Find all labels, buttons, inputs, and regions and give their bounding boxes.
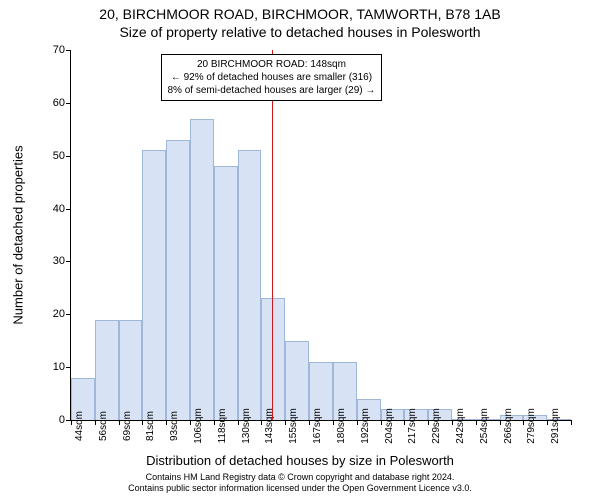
annotation-line: 8% of semi-detached houses are larger (2…: [168, 84, 376, 97]
y-tick-mark: [66, 209, 71, 210]
x-tick-mark: [95, 420, 96, 425]
y-tick-mark: [66, 261, 71, 262]
annotation-box: 20 BIRCHMOOR ROAD: 148sqm← 92% of detach…: [161, 54, 383, 101]
x-tick-label: 266sqm: [503, 408, 514, 444]
y-tick-mark: [66, 367, 71, 368]
footer-line2: Contains public sector information licen…: [128, 483, 472, 493]
x-tick-label: 56sqm: [98, 411, 109, 441]
x-tick-mark: [523, 420, 524, 425]
x-tick-mark: [238, 420, 239, 425]
y-tick-mark: [66, 50, 71, 51]
y-axis-label: Number of detached properties: [11, 145, 26, 324]
x-tick-label: 44sqm: [74, 411, 85, 441]
y-tick-mark: [66, 156, 71, 157]
x-tick-mark: [404, 420, 405, 425]
x-tick-label: 69sqm: [122, 411, 133, 441]
x-tick-label: 254sqm: [479, 408, 490, 444]
x-tick-label: 106sqm: [193, 408, 204, 444]
x-tick-label: 155sqm: [288, 408, 299, 444]
x-tick-label: 118sqm: [217, 409, 228, 444]
x-tick-label: 192sqm: [360, 408, 371, 444]
histogram-bar: [238, 150, 262, 420]
x-tick-mark: [261, 420, 262, 425]
x-tick-mark: [428, 420, 429, 425]
chart-container: { "chart": { "type": "histogram", "title…: [0, 0, 600, 500]
chart-footer: Contains HM Land Registry data © Crown c…: [0, 472, 600, 494]
x-tick-mark: [357, 420, 358, 425]
histogram-bar: [142, 150, 166, 420]
x-axis-label: Distribution of detached houses by size …: [0, 453, 600, 468]
x-tick-label: 130sqm: [241, 408, 252, 444]
x-tick-mark: [333, 420, 334, 425]
chart-title-sub: Size of property relative to detached ho…: [0, 24, 600, 40]
bars-layer: [71, 50, 571, 420]
x-tick-mark: [119, 420, 120, 425]
histogram-bar: [261, 298, 285, 420]
histogram-bar: [214, 166, 238, 420]
annotation-line: ← 92% of detached houses are smaller (31…: [168, 71, 376, 84]
x-tick-label: 291sqm: [550, 408, 561, 444]
x-tick-label: 167sqm: [312, 408, 323, 444]
x-tick-mark: [571, 420, 572, 425]
y-tick-mark: [66, 314, 71, 315]
annotation-line: 20 BIRCHMOOR ROAD: 148sqm: [168, 58, 376, 71]
x-tick-label: 93sqm: [169, 411, 180, 441]
chart-title-address: 20, BIRCHMOOR ROAD, BIRCHMOOR, TAMWORTH,…: [0, 6, 600, 22]
x-tick-mark: [214, 420, 215, 425]
x-tick-label: 217sqm: [407, 408, 418, 444]
x-tick-mark: [190, 420, 191, 425]
x-tick-mark: [71, 420, 72, 425]
x-tick-mark: [452, 420, 453, 425]
histogram-bar: [119, 320, 143, 420]
x-tick-mark: [500, 420, 501, 425]
x-tick-label: 242sqm: [455, 408, 466, 444]
x-tick-mark: [166, 420, 167, 425]
footer-line1: Contains HM Land Registry data © Crown c…: [146, 472, 455, 482]
histogram-bar: [95, 320, 119, 420]
x-tick-mark: [547, 420, 548, 425]
x-tick-mark: [381, 420, 382, 425]
x-tick-mark: [142, 420, 143, 425]
plot-area: 01020304050607044sqm56sqm69sqm81sqm93sqm…: [70, 50, 571, 421]
x-tick-mark: [476, 420, 477, 425]
x-tick-label: 204sqm: [384, 408, 395, 444]
reference-line: [272, 50, 273, 420]
x-tick-label: 143sqm: [264, 408, 275, 444]
x-tick-mark: [309, 420, 310, 425]
histogram-bar: [166, 140, 190, 420]
histogram-bar: [190, 119, 214, 420]
x-tick-label: 180sqm: [336, 408, 347, 444]
x-tick-label: 229sqm: [431, 408, 442, 444]
y-tick-mark: [66, 103, 71, 104]
x-tick-mark: [285, 420, 286, 425]
x-tick-label: 81sqm: [145, 411, 156, 441]
x-tick-label: 279sqm: [526, 408, 537, 444]
